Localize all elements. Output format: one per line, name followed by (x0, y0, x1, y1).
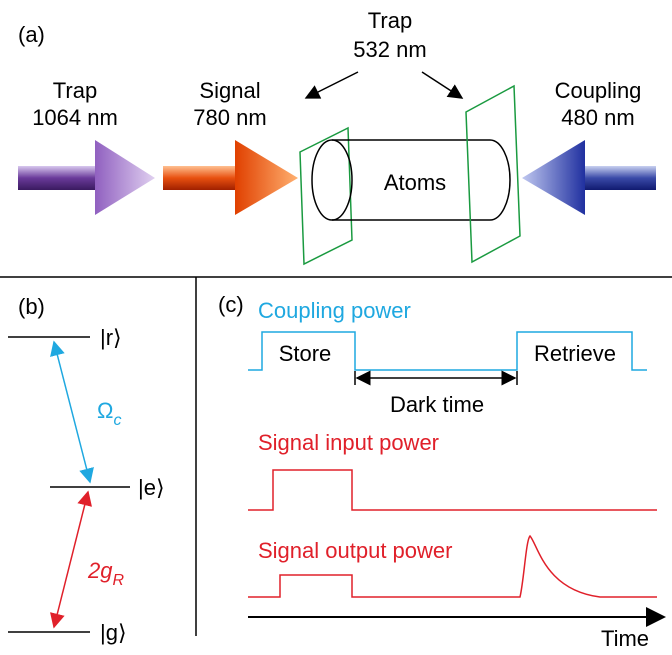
trace (248, 331, 647, 371)
beam-shaft (163, 166, 240, 190)
panel-a: (a) Trap 1064 nm Signal 780 nm Trap 532 … (18, 8, 656, 266)
panel-label: (b) (18, 294, 45, 319)
beam-name: Coupling (555, 78, 642, 103)
subscript: R (112, 572, 124, 589)
level-label: |e⟩ (138, 475, 165, 500)
beam-wavelength: 532 nm (353, 37, 426, 62)
beam-head (235, 140, 298, 215)
panel-label: (a) (18, 22, 45, 47)
trap-plane (465, 84, 521, 264)
beam-name: Trap (368, 8, 412, 33)
beam-wavelength: 1064 nm (32, 105, 118, 130)
signal-symbol: 2gR (87, 558, 124, 589)
beam-head (95, 140, 155, 215)
cylinder (311, 139, 511, 221)
coupling-symbol: Ωc (97, 398, 121, 429)
beam-wavelength: 480 nm (561, 105, 634, 130)
beam-name: Signal (199, 78, 260, 103)
phase-label: Store (279, 341, 332, 366)
atoms-label: Atoms (384, 170, 446, 195)
dark-time-label: Dark time (390, 392, 484, 417)
trace-label: Signal input power (258, 430, 439, 455)
axis-label: Time (601, 626, 649, 651)
beam-head (522, 140, 585, 215)
panel-label: (c) (218, 292, 244, 317)
transition (50, 490, 92, 629)
pointer (421, 71, 464, 99)
symbol: 2g (87, 558, 113, 583)
trap-plane (299, 126, 353, 266)
beam-wavelength: 780 nm (193, 105, 266, 130)
beam-shaft (18, 166, 100, 190)
panel-b: (b) |r⟩ |e⟩ |g⟩ Ωc 2gR (8, 294, 165, 645)
phase-label: Retrieve (534, 341, 616, 366)
transition (50, 340, 94, 484)
subscript: c (113, 412, 121, 429)
beam-shaft (580, 166, 656, 190)
beam-name: Trap (53, 78, 97, 103)
trace (248, 534, 657, 598)
trace-label: Coupling power (258, 298, 411, 323)
panel-c: (c) Coupling power Store Retrieve Dark t… (218, 292, 666, 651)
trace-label: Signal output power (258, 538, 452, 563)
symbol: Ω (97, 398, 113, 423)
pointer (304, 71, 359, 99)
level-label: |g⟩ (100, 620, 127, 645)
level-label: |r⟩ (100, 325, 122, 350)
trace (248, 469, 657, 511)
